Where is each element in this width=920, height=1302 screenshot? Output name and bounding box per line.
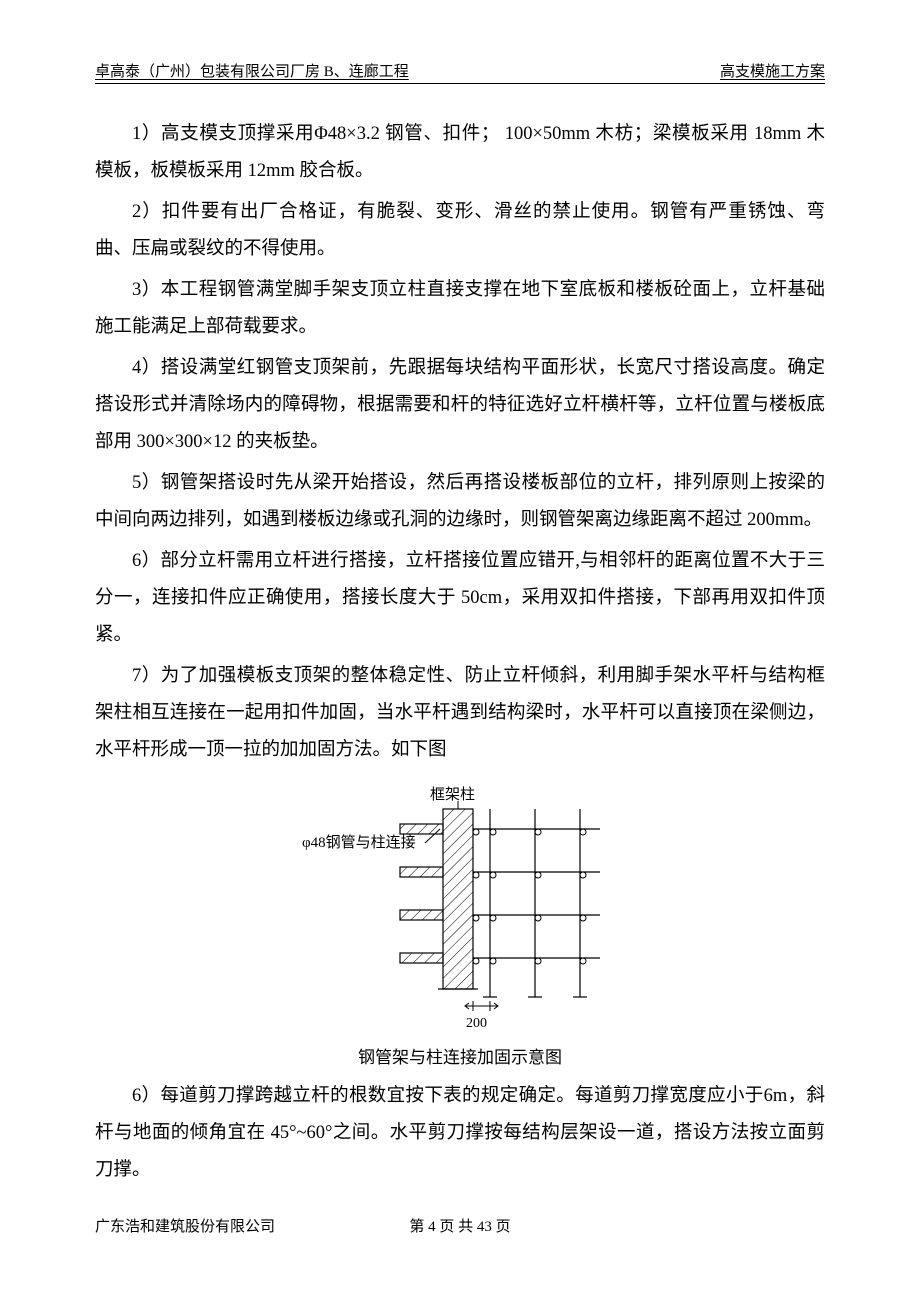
paragraph-5: 5）钢管架搭设时先从梁开始搭设，然后再搭设楼板部位的立杆，排列原则上按梁的中间向…	[95, 465, 825, 539]
diagram-container: 框架柱 φ48钢管与柱连接	[95, 779, 825, 1068]
paragraph-7: 7）为了加强模板支顶架的整体稳定性、防止立杆倾斜，利用脚手架水平杆与结构框架柱相…	[95, 658, 825, 769]
paragraph-1: 1）高支模支顶撑采用Φ48×3.2 钢管、扣件； 100×50mm 木枋；梁模板…	[95, 116, 825, 190]
label-pipe: φ48钢管与柱连接	[302, 834, 416, 851]
header-left: 卓高泰（广州）包装有限公司厂房 B、连廊工程	[95, 60, 409, 81]
page-footer: 广东浩和建筑股份有限公司 第 4 页 共 43 页	[95, 1215, 825, 1236]
paragraph-2: 2）扣件要有出厂合格证，有脆裂、变形、滑丝的禁止使用。钢管有严重锈蚀、弯曲、压扁…	[95, 194, 825, 268]
header-right: 高支模施工方案	[720, 60, 825, 81]
page-header: 卓高泰（广州）包装有限公司厂房 B、连廊工程 高支模施工方案	[95, 60, 825, 84]
footer-page-number: 第 4 页 共 43 页	[338, 1215, 581, 1236]
scaffold-diagram: 框架柱 φ48钢管与柱连接	[280, 779, 640, 1039]
label-column: 框架柱	[430, 786, 475, 803]
footer-left: 广东浩和建筑股份有限公司	[95, 1215, 338, 1236]
footer-spacer	[582, 1215, 825, 1236]
dim-200: 200	[466, 1016, 487, 1031]
paragraph-4: 4）搭设满堂红钢管支顶架前，先跟据每块结构平面形状，长宽尺寸搭设高度。确定搭设形…	[95, 350, 825, 461]
paragraph-3: 3）本工程钢管满堂脚手架支顶立柱直接支撑在地下室底板和楼板砼面上，立杆基础施工能…	[95, 272, 825, 346]
diagram-caption: 钢管架与柱连接加固示意图	[358, 1043, 562, 1068]
paragraph-8: 6）每道剪刀撑跨越立杆的根数宜按下表的规定确定。每道剪刀撑宽度应小于6m，斜杆与…	[95, 1078, 825, 1189]
paragraph-6: 6）部分立杆需用立杆进行搭接，立杆搭接位置应错开,与相邻杆的距离位置不大于三分一…	[95, 543, 825, 654]
